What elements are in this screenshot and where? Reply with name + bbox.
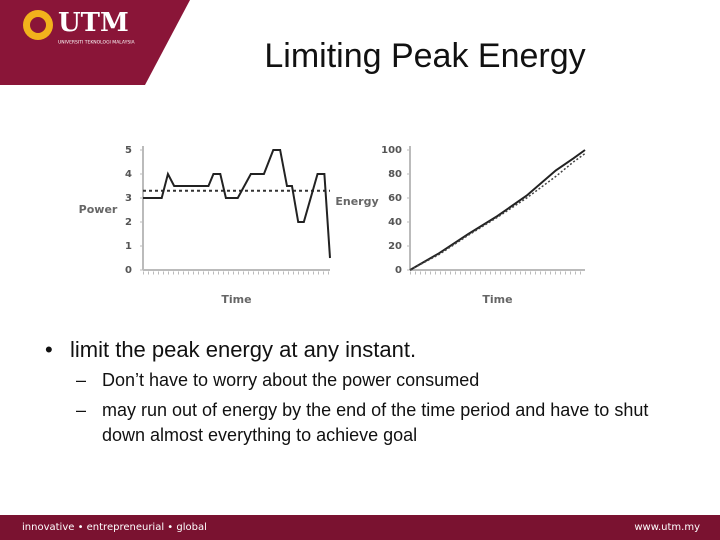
logo-text: UTM bbox=[58, 8, 129, 38]
y-axis-label: Energy bbox=[335, 195, 378, 208]
footer-url: www.utm.my bbox=[634, 522, 700, 533]
footer-tagline: innovative • entrepreneurial • global bbox=[22, 522, 207, 533]
data-line bbox=[143, 149, 331, 259]
y-tick-label: 2 bbox=[125, 217, 132, 228]
y-tick-label: 80 bbox=[388, 169, 402, 180]
bullet-mark: • bbox=[45, 337, 53, 362]
y-tick-label: 40 bbox=[388, 217, 402, 228]
data-line bbox=[409, 149, 586, 271]
sub-bullet-text: Don’t have to worry about the power cons… bbox=[102, 370, 479, 390]
y-axis-label: Power bbox=[79, 203, 118, 216]
y-tick-label: 4 bbox=[125, 169, 132, 180]
sub-bullet-mark: – bbox=[76, 370, 86, 390]
y-tick-label: 20 bbox=[388, 241, 402, 252]
logo-subtext: UNIVERSITI TEKNOLOGI MALAYSIA bbox=[58, 40, 136, 46]
y-tick-label: 0 bbox=[395, 265, 402, 276]
sub-bullet-mark: – bbox=[76, 400, 86, 420]
charts: 0 1 2 3 4 5 Power Time 0 20 40 60 80 100 Energy Time bbox=[79, 145, 586, 306]
bullet-text: limit the peak energy at any instant. bbox=[70, 337, 416, 362]
x-axis-label: Time bbox=[482, 293, 512, 306]
bullets: • limit the peak energy at any instant. … bbox=[45, 337, 649, 445]
y-tick-label: 100 bbox=[381, 145, 402, 156]
slide-title: Limiting Peak Energy bbox=[264, 37, 585, 75]
footer-bar bbox=[0, 515, 720, 540]
data-line bbox=[409, 152, 586, 271]
sub-bullet-text: may run out of energy by the end of the … bbox=[102, 400, 649, 445]
logo-emblem-inner bbox=[30, 17, 46, 33]
y-tick-label: 3 bbox=[125, 193, 132, 204]
y-tick-label: 0 bbox=[125, 265, 132, 276]
y-tick-label: 60 bbox=[388, 193, 402, 204]
sub-bullet-wrap: may run out of energy by the end of the … bbox=[102, 400, 649, 445]
y-tick-label: 5 bbox=[125, 145, 132, 156]
x-axis-label: Time bbox=[221, 293, 251, 306]
y-tick-label: 1 bbox=[125, 241, 132, 252]
